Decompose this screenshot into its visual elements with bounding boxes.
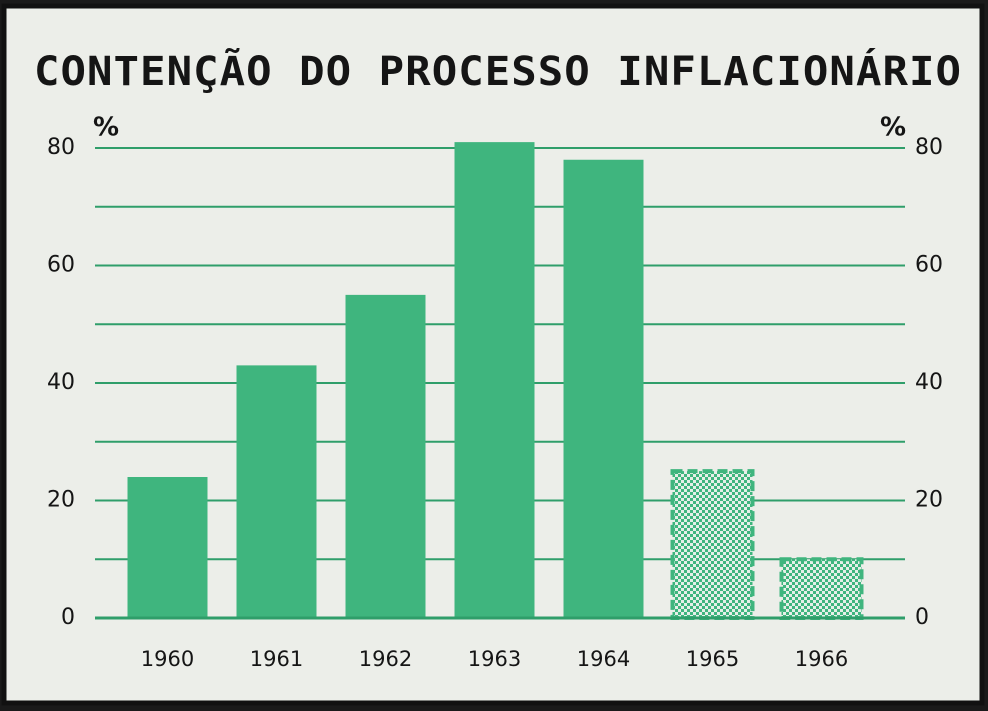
y-tick-label: 20: [47, 488, 75, 513]
y2-tick-label: 20: [915, 488, 943, 513]
bar: [779, 557, 864, 620]
bar: [345, 294, 426, 618]
y2-tick-label: 40: [915, 370, 943, 395]
x-tick-label: 1963: [468, 647, 521, 671]
chart-title: CONTENÇÃO DO PROCESSO INFLACIONÁRIO: [34, 47, 962, 95]
y2-tick-label: 0: [915, 605, 929, 630]
x-tick-label: 1962: [359, 647, 412, 671]
bar: [236, 365, 317, 618]
x-tick-label: 1966: [795, 647, 848, 671]
y-tick-label: 60: [47, 253, 75, 278]
x-tick-label: 1964: [577, 647, 630, 671]
y2-tick-label: 80: [915, 135, 943, 160]
x-tick-label: 1961: [250, 647, 303, 671]
bar: [670, 469, 755, 620]
y2-axis-label: %: [880, 113, 906, 143]
y-tick-label: 40: [47, 370, 75, 395]
bar: [127, 477, 208, 618]
x-tick-label: 1965: [686, 647, 739, 671]
bar: [454, 142, 535, 618]
bar: [563, 159, 644, 618]
x-tick-label: 1960: [141, 647, 194, 671]
y-tick-label: 0: [61, 605, 75, 630]
y-tick-label: 80: [47, 135, 75, 160]
y-axis-label: %: [93, 113, 119, 143]
y2-tick-label: 60: [915, 253, 943, 278]
